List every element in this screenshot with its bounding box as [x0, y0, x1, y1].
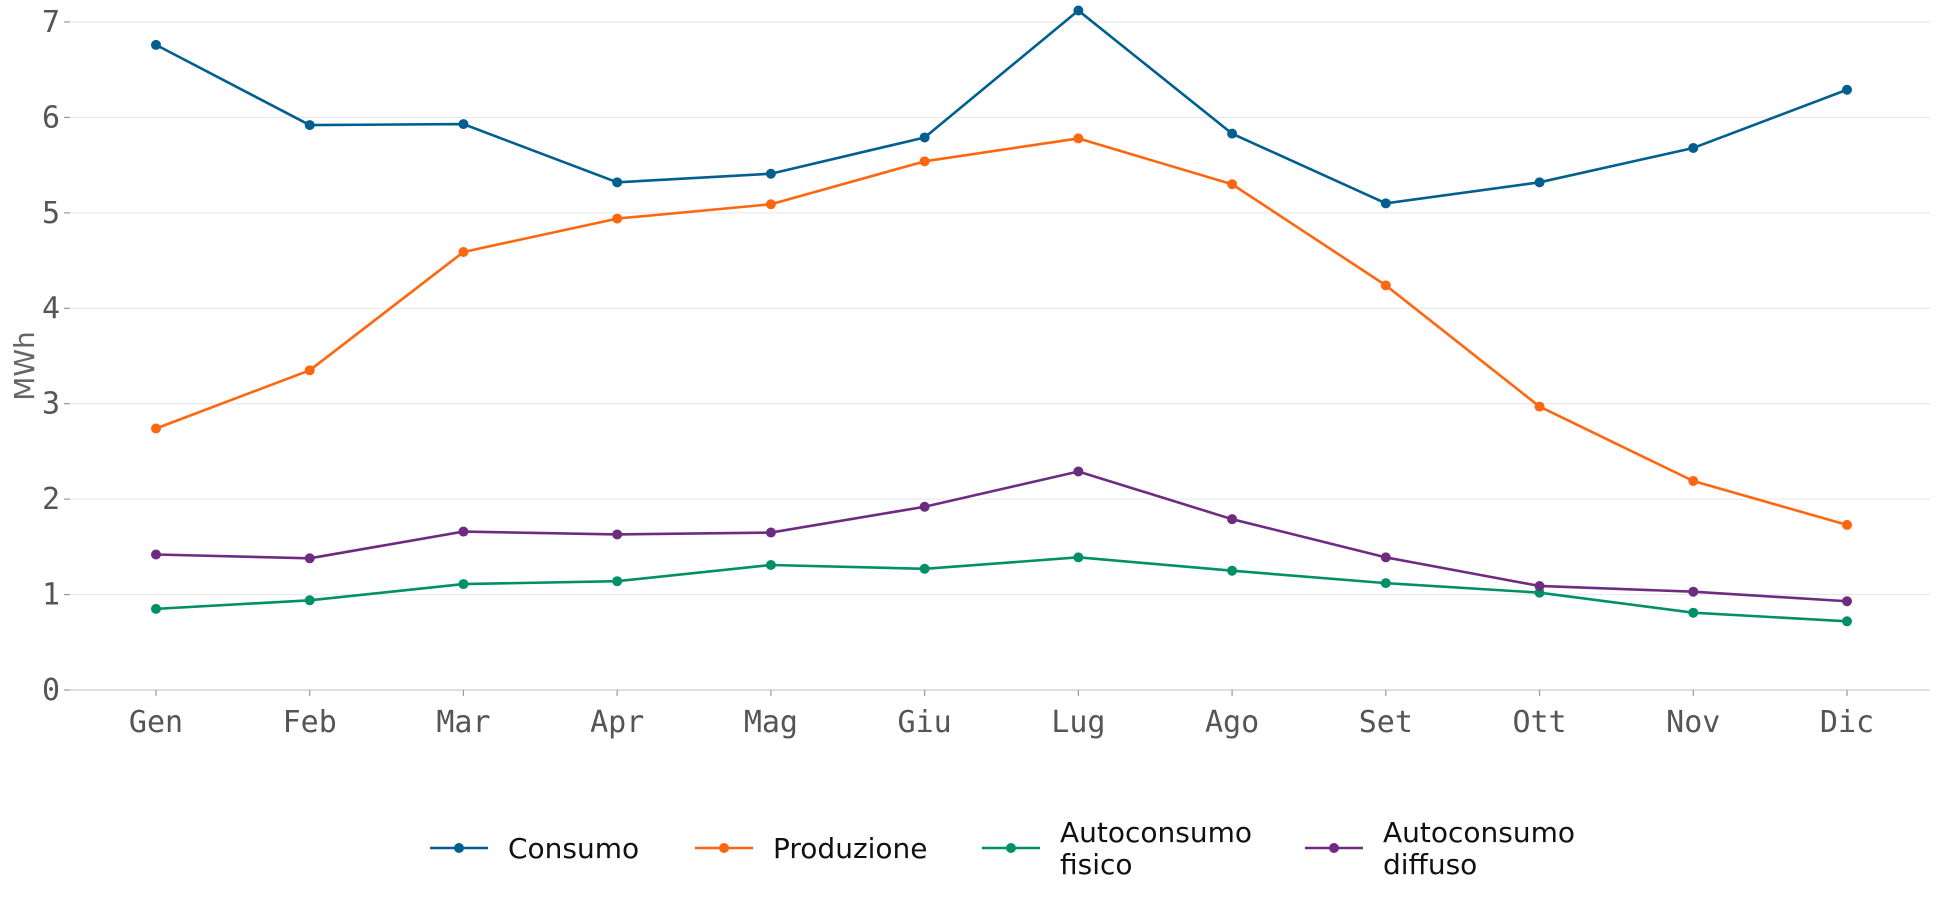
data-point	[765, 527, 776, 538]
y-tick-label: 0	[42, 673, 60, 708]
data-point	[304, 365, 315, 376]
x-tick-label: Giu	[898, 705, 952, 740]
x-tick-labels: Gen Feb Mar Apr Mag Giu Lug Ago Set Ott Nov Dic	[129, 690, 1874, 740]
y-tick-label: 2	[42, 482, 60, 517]
y-tick-label: 3	[42, 387, 60, 422]
data-point	[1227, 565, 1238, 576]
data-point	[612, 213, 623, 224]
y-tick-labels: 0 1 2 3 4 5 6 7	[42, 5, 70, 708]
data-point	[1073, 5, 1084, 16]
data-point	[1227, 514, 1238, 525]
data-point	[919, 132, 930, 143]
x-tick-label: Nov	[1666, 705, 1720, 740]
x-tick-label: Mar	[436, 705, 490, 740]
series-3	[151, 466, 1852, 607]
data-point	[304, 553, 315, 564]
data-point	[1380, 280, 1391, 291]
data-point	[1688, 607, 1699, 618]
series-lines	[151, 5, 1852, 627]
data-point	[151, 603, 161, 614]
data-point	[304, 595, 315, 606]
data-point	[1073, 466, 1084, 477]
data-point	[1534, 580, 1545, 591]
data-point	[1688, 142, 1699, 153]
series-1	[151, 133, 1852, 530]
data-point	[1380, 578, 1391, 589]
y-axis-label: MWh	[8, 331, 41, 401]
data-point	[1842, 596, 1852, 607]
data-point	[612, 576, 623, 587]
data-point	[1227, 179, 1238, 190]
data-point	[458, 579, 469, 590]
series-line	[155, 137, 1848, 527]
legend-swatch-marker	[719, 843, 729, 853]
data-point	[458, 526, 469, 537]
y-tick-label: 4	[42, 291, 60, 326]
data-point	[765, 168, 776, 179]
legend-label: Produzione	[773, 832, 928, 865]
data-point	[458, 119, 469, 130]
data-point	[919, 501, 930, 512]
data-point	[1534, 177, 1545, 188]
data-point	[1842, 84, 1852, 95]
data-point	[1073, 552, 1084, 563]
legend-swatch-marker	[1006, 843, 1016, 853]
x-tick-label: Apr	[590, 705, 644, 740]
data-point	[1688, 586, 1699, 597]
x-tick-label: Feb	[283, 705, 337, 740]
y-tick-label: 6	[42, 100, 60, 135]
series-0	[151, 5, 1852, 209]
legend-item: Produzione	[695, 832, 928, 865]
y-tick-label: 5	[42, 196, 60, 231]
data-point	[1073, 133, 1084, 144]
data-point	[612, 529, 623, 540]
data-point	[612, 177, 623, 188]
data-point	[304, 120, 315, 131]
legend-label: Autoconsumo diffuso	[1383, 816, 1575, 881]
x-tick-label: Mag	[744, 705, 798, 740]
x-tick-label: Lug	[1051, 705, 1105, 740]
x-tick-label: Set	[1359, 705, 1413, 740]
legend: Consumo Produzione Autoconsumo fisico Autoco…	[430, 816, 1575, 881]
x-tick-label: Dic	[1820, 705, 1874, 740]
data-point	[765, 199, 776, 210]
data-point	[151, 423, 161, 434]
x-tick-label: Ott	[1512, 705, 1566, 740]
data-point	[1688, 476, 1699, 487]
data-point	[151, 549, 161, 560]
data-point	[458, 246, 469, 257]
series-line	[155, 9, 1848, 205]
legend-label: Autoconsumo fisico	[1060, 816, 1252, 881]
y-tick-label: 1	[42, 578, 60, 613]
data-point	[765, 559, 776, 570]
data-point	[919, 156, 930, 167]
x-tick-label: Gen	[129, 705, 183, 740]
y-tick-label: 7	[42, 5, 60, 40]
grid-lines	[70, 21, 1930, 596]
data-point	[1380, 552, 1391, 563]
data-point	[1380, 198, 1391, 209]
data-point	[1842, 519, 1852, 530]
legend-item: Consumo	[430, 832, 639, 865]
legend-label: Consumo	[508, 832, 639, 865]
legend-item: Autoconsumo diffuso	[1305, 816, 1575, 881]
data-point	[1842, 616, 1852, 627]
x-tick-label: Ago	[1205, 705, 1259, 740]
data-point	[919, 563, 930, 574]
legend-swatch-marker	[1329, 843, 1339, 853]
series-line	[155, 556, 1848, 623]
data-point	[1534, 401, 1545, 412]
series-line	[155, 470, 1848, 603]
legend-item: Autoconsumo fisico	[982, 816, 1252, 881]
data-point	[151, 39, 161, 50]
data-point	[1227, 128, 1238, 139]
legend-swatch-marker	[454, 843, 464, 853]
